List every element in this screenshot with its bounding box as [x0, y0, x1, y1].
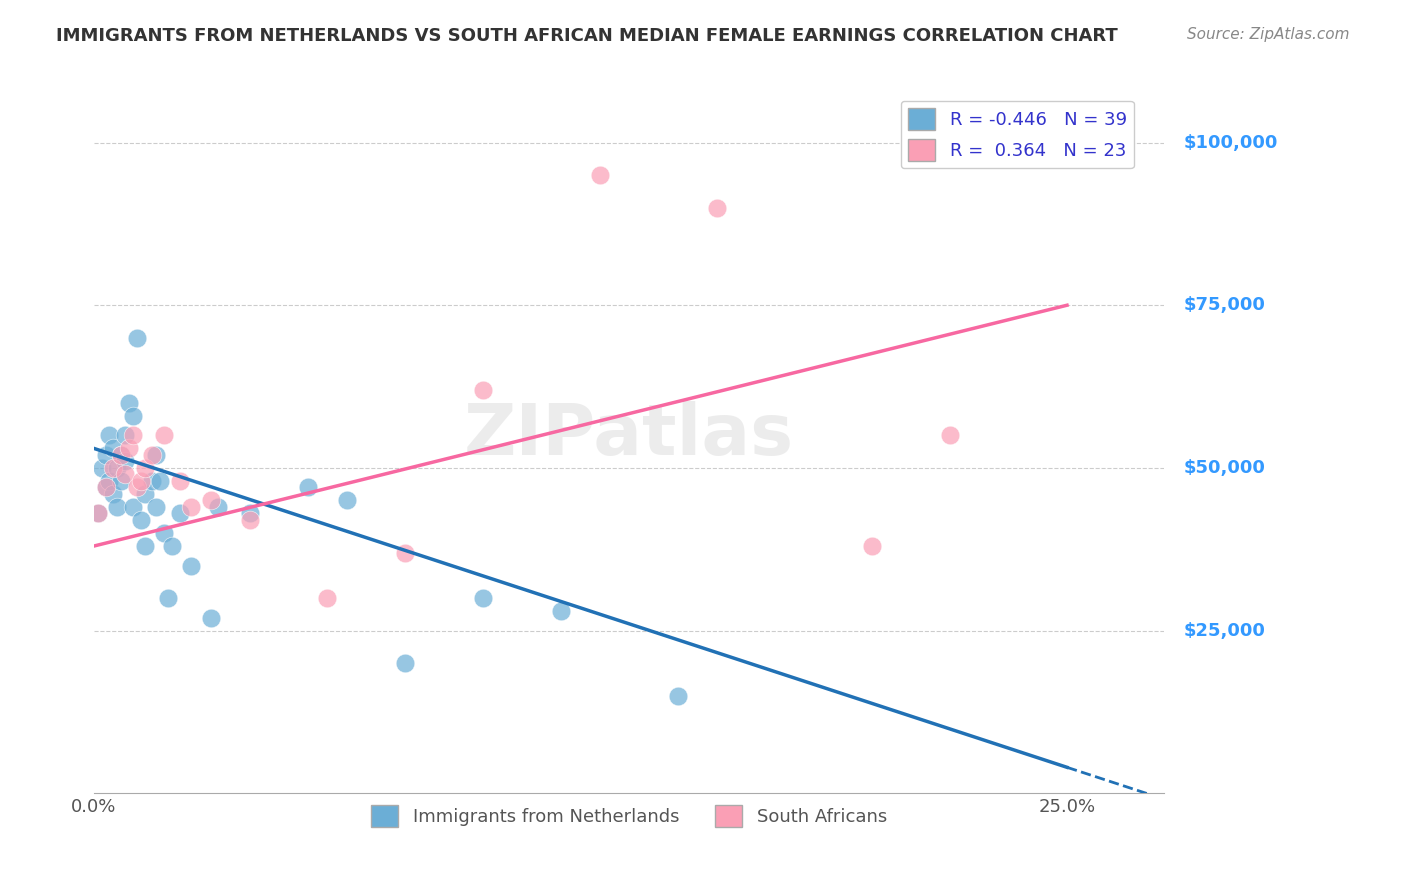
Point: [239, 513, 262, 527]
Point: [141, 474, 163, 488]
Point: [87, 507, 110, 521]
Point: [114, 428, 136, 442]
Point: [169, 507, 191, 521]
Point: [145, 448, 167, 462]
Point: [589, 168, 612, 182]
Point: [394, 545, 416, 559]
Point: [103, 487, 125, 501]
Point: [121, 428, 143, 442]
Text: Source: ZipAtlas.com: Source: ZipAtlas.com: [1187, 27, 1350, 42]
Point: [939, 428, 962, 442]
Point: [207, 500, 229, 514]
Point: [239, 507, 262, 521]
Point: [297, 480, 319, 494]
Point: [156, 591, 179, 606]
Point: [472, 591, 495, 606]
Legend: Immigrants from Netherlands, South Africans: Immigrants from Netherlands, South Afric…: [364, 798, 894, 834]
Text: $25,000: $25,000: [1184, 622, 1265, 640]
Point: [706, 201, 728, 215]
Point: [316, 591, 339, 606]
Point: [118, 442, 141, 456]
Point: [98, 474, 121, 488]
Text: $75,000: $75,000: [1184, 296, 1265, 314]
Point: [105, 461, 128, 475]
Point: [153, 428, 176, 442]
Point: [394, 656, 416, 670]
Point: [114, 467, 136, 482]
Point: [472, 383, 495, 397]
Point: [180, 558, 202, 573]
Text: ZIPatlas: ZIPatlas: [464, 401, 794, 470]
Point: [94, 448, 117, 462]
Point: [129, 513, 152, 527]
Point: [103, 461, 125, 475]
Point: [860, 539, 883, 553]
Point: [134, 539, 156, 553]
Point: [149, 474, 172, 488]
Point: [94, 480, 117, 494]
Point: [145, 500, 167, 514]
Point: [125, 331, 148, 345]
Point: [105, 500, 128, 514]
Point: [103, 442, 125, 456]
Point: [114, 454, 136, 468]
Point: [118, 396, 141, 410]
Point: [90, 461, 112, 475]
Point: [98, 428, 121, 442]
Point: [153, 526, 176, 541]
Point: [129, 474, 152, 488]
Point: [180, 500, 202, 514]
Point: [666, 689, 689, 703]
Point: [125, 480, 148, 494]
Point: [94, 480, 117, 494]
Point: [87, 507, 110, 521]
Text: $50,000: $50,000: [1184, 459, 1265, 477]
Point: [160, 539, 183, 553]
Point: [550, 604, 572, 618]
Point: [169, 474, 191, 488]
Point: [141, 448, 163, 462]
Point: [336, 493, 359, 508]
Point: [121, 500, 143, 514]
Point: [134, 487, 156, 501]
Point: [110, 448, 132, 462]
Point: [134, 461, 156, 475]
Point: [121, 409, 143, 423]
Point: [200, 610, 222, 624]
Point: [110, 474, 132, 488]
Point: [110, 448, 132, 462]
Text: $100,000: $100,000: [1184, 134, 1278, 152]
Point: [200, 493, 222, 508]
Text: IMMIGRANTS FROM NETHERLANDS VS SOUTH AFRICAN MEDIAN FEMALE EARNINGS CORRELATION : IMMIGRANTS FROM NETHERLANDS VS SOUTH AFR…: [56, 27, 1118, 45]
